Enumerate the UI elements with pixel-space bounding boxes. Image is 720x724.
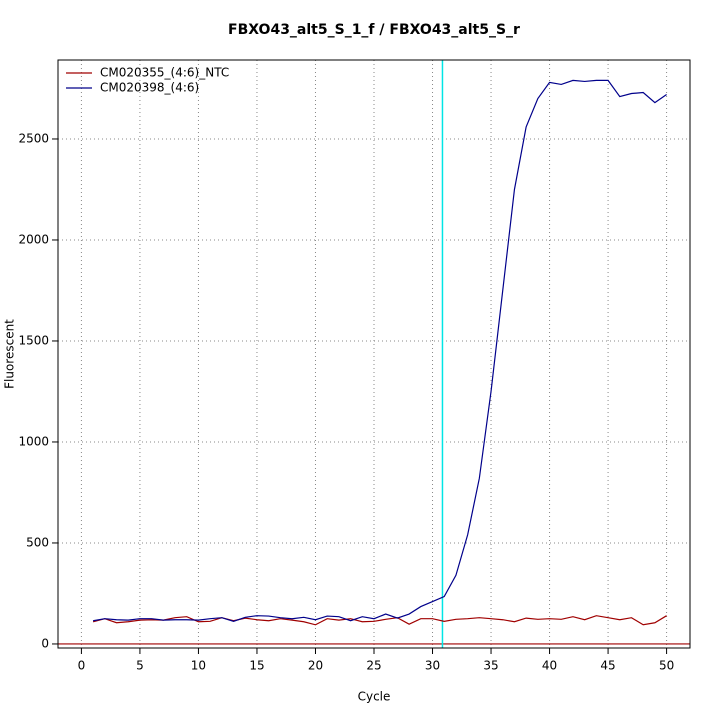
x-tick-label: 5 [136, 659, 144, 673]
series-line [93, 79, 667, 622]
x-tick-label: 50 [659, 659, 674, 673]
y-tick-label: 1000 [18, 434, 49, 448]
legend-label: CM020355_(4:6)_NTC [100, 66, 229, 80]
x-tick-label: 0 [78, 659, 86, 673]
x-tick-label: 35 [483, 659, 498, 673]
x-tick-label: 40 [542, 659, 557, 673]
x-tick-label: 15 [249, 659, 264, 673]
y-tick-label: 2500 [18, 131, 49, 145]
chart-title: FBXO43_alt5_S_1_f / FBXO43_alt5_S_r [228, 22, 520, 38]
x-tick-label: 45 [600, 659, 615, 673]
y-tick-label: 1500 [18, 333, 49, 347]
x-tick-label: 20 [308, 659, 323, 673]
x-tick-label: 30 [425, 659, 440, 673]
y-axis-label: Fluorescent [3, 319, 17, 389]
series-line [92, 615, 667, 626]
x-axis-label: Cycle [358, 690, 391, 704]
x-tick-label: 10 [191, 659, 206, 673]
y-tick-label: 500 [26, 535, 49, 549]
plot-frame [57, 59, 691, 649]
x-tick-label: 25 [366, 659, 381, 673]
y-tick-label: 0 [41, 636, 49, 650]
legend-label: CM020398_(4:6) [100, 81, 199, 95]
y-tick-label: 2000 [18, 232, 49, 246]
